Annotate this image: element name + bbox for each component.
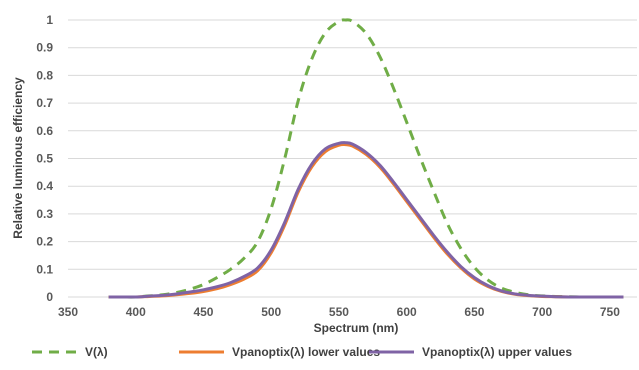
y-tick-label: 0.9	[36, 41, 53, 55]
y-axis-title: Relative luminous efficiency	[11, 77, 25, 239]
y-tick-label: 0.5	[36, 152, 53, 166]
x-tick-label: 700	[532, 305, 552, 319]
y-tick-label: 0.8	[36, 68, 53, 82]
x-tick-label: 400	[126, 305, 146, 319]
y-tick-label: 0.3	[36, 207, 53, 221]
x-axis-title: Spectrum (nm)	[314, 321, 399, 335]
y-tick-label: 0.2	[36, 235, 53, 249]
y-tick-label: 0.4	[36, 179, 53, 193]
series-line-1	[108, 142, 624, 299]
y-tick-label: 0	[46, 290, 53, 304]
series-lines	[108, 18, 624, 299]
series-line-2	[108, 141, 624, 299]
y-tick-label: 0.1	[36, 262, 53, 276]
y-tick-label: 1	[46, 13, 53, 27]
x-tick-label: 550	[329, 305, 349, 319]
x-tick-label: 650	[464, 305, 484, 319]
legend-label-0: V(λ)	[85, 345, 108, 359]
x-tick-label: 600	[397, 305, 417, 319]
legend-label-1: Vpanoptix(λ) lower values	[232, 345, 380, 359]
x-tick-label: 500	[261, 305, 281, 319]
x-tick-label: 750	[600, 305, 620, 319]
legend-label-2: Vpanoptix(λ) upper values	[422, 345, 572, 359]
x-tick-label: 350	[58, 305, 78, 319]
y-axis-ticks: 0 0.1 0.2 0.3 0.4 0.5 0.6 0.7 0.8 0.9 1	[36, 13, 53, 304]
x-axis-ticks: 350 400 450 500 550 600 650 700 750	[58, 305, 620, 319]
x-tick-label: 450	[193, 305, 213, 319]
y-tick-label: 0.7	[36, 96, 53, 110]
gridlines	[68, 19, 637, 270]
legend: V(λ) Vpanoptix(λ) lower values Vpanoptix(λ…	[32, 345, 572, 359]
y-tick-label: 0.6	[36, 124, 53, 138]
